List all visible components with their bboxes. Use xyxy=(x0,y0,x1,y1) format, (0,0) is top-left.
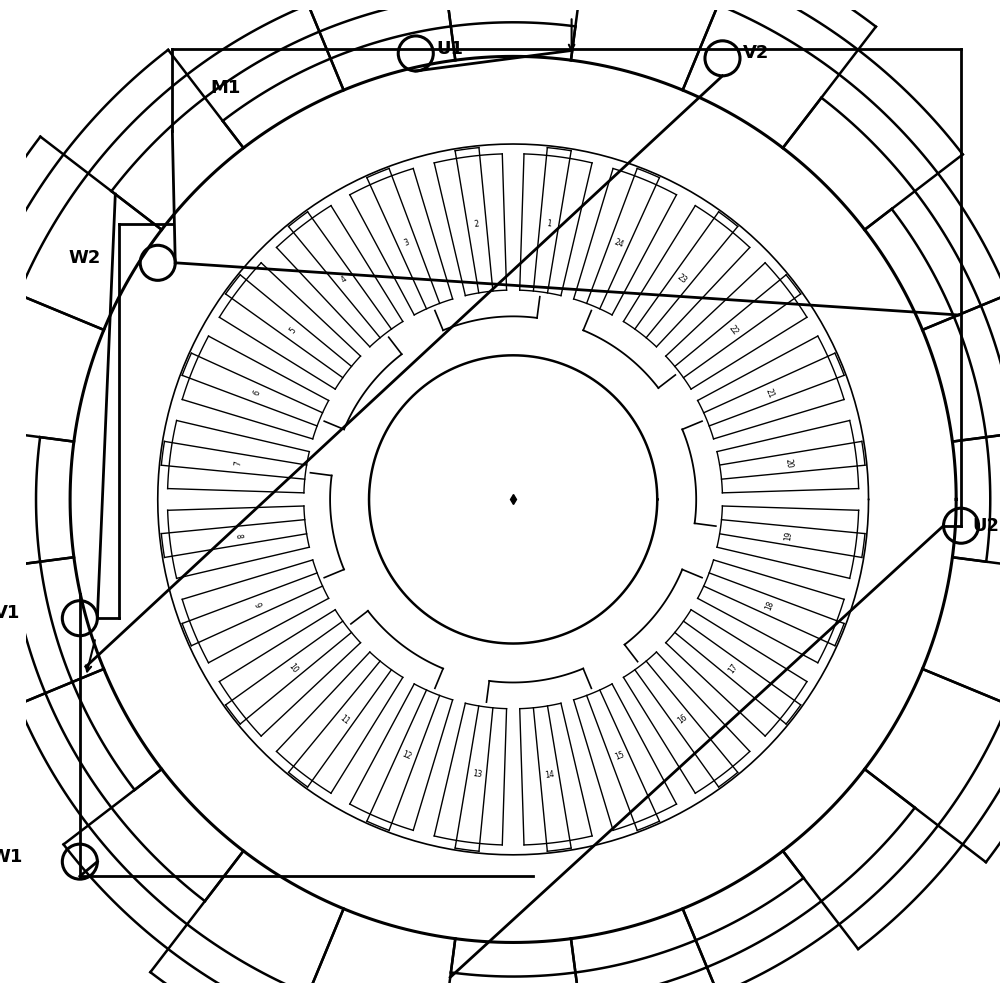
Text: U1: U1 xyxy=(436,40,463,58)
Text: 10: 10 xyxy=(286,661,299,675)
Text: 24: 24 xyxy=(613,237,626,249)
Text: U2: U2 xyxy=(972,516,999,534)
Text: 11: 11 xyxy=(338,713,351,726)
Text: 3: 3 xyxy=(403,238,411,248)
Text: 19: 19 xyxy=(783,530,793,541)
Text: V1: V1 xyxy=(0,605,20,623)
Text: M1: M1 xyxy=(211,78,241,96)
Text: W1: W1 xyxy=(0,848,23,866)
Text: 16: 16 xyxy=(676,713,689,726)
Text: V2: V2 xyxy=(743,45,770,63)
Text: 1: 1 xyxy=(546,219,552,229)
Text: 14: 14 xyxy=(544,770,555,780)
Text: 2: 2 xyxy=(474,219,480,229)
Text: 15: 15 xyxy=(613,750,626,762)
Text: 6: 6 xyxy=(252,389,262,397)
Text: 7: 7 xyxy=(233,460,243,466)
Text: 18: 18 xyxy=(764,600,776,612)
Text: 12: 12 xyxy=(401,750,413,762)
Text: 9: 9 xyxy=(252,602,262,610)
Text: 17: 17 xyxy=(727,661,740,675)
Text: 20: 20 xyxy=(783,458,793,469)
Text: 8: 8 xyxy=(233,532,243,538)
Text: 13: 13 xyxy=(472,770,482,780)
Text: 5: 5 xyxy=(288,326,298,336)
Text: 4: 4 xyxy=(340,274,349,284)
Text: W2: W2 xyxy=(69,249,101,267)
Text: 22: 22 xyxy=(727,324,740,337)
Text: 21: 21 xyxy=(764,387,776,399)
Text: 23: 23 xyxy=(676,273,689,286)
